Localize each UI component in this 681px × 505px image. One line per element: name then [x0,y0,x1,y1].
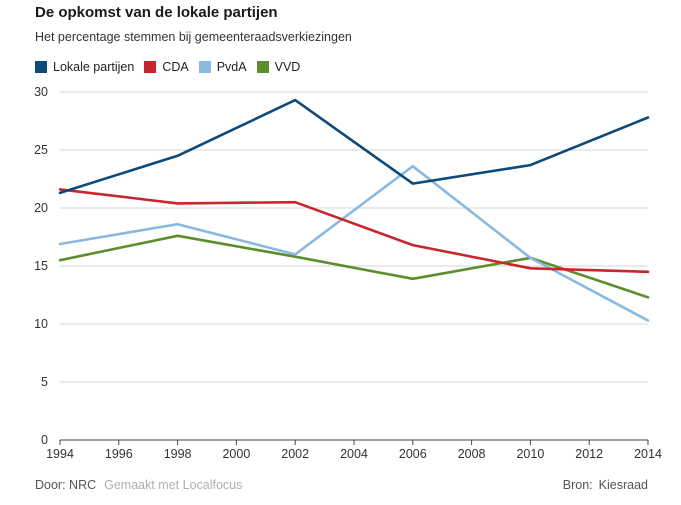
y-tick-label-5: 5 [41,375,48,389]
x-tick-label-2010: 2010 [516,447,544,461]
y-tick-label-25: 25 [34,143,48,157]
footer-by: Door: NRC [35,478,97,492]
legend-item-lokale[interactable]: Lokale partijen [35,60,134,74]
line-chart: 0 5 10 15 20 25 30 1994 1996 1998 2000 2002 2004 2006… [34,85,662,461]
chart-subtitle: Het percentage stemmen bij gemeenteraads… [35,30,352,44]
legend-swatch-cda [144,61,157,73]
x-tick-label-1998: 1998 [164,447,192,461]
series-line-cda [58,188,650,274]
legend-swatch-vvd [256,61,269,73]
legend-swatch-lokale [35,61,47,73]
x-tick-label-1996: 1996 [105,447,133,461]
series-line-pvda [58,164,650,322]
series-line-lokale-partijen [58,98,650,195]
legend-label-lokale: Lokale partijen [53,60,135,74]
legend-label-cda: CDA [162,60,189,74]
legend-label-pvda: PvdA [216,60,247,74]
x-tick-label-1994: 1994 [46,447,74,461]
legend-item-cda[interactable]: CDA [144,60,189,74]
footer-source: Bron: Kiesraad [563,478,648,492]
y-tick-label-10: 10 [34,317,48,331]
y-tick-label-20: 20 [34,201,48,215]
x-tick-label-2014: 2014 [634,447,662,461]
x-tick-label-2006: 2006 [399,447,427,461]
chart-title: De opkomst van de lokale partijen [35,4,278,21]
x-tick-label-2002: 2002 [281,447,309,461]
legend-swatch-pvda [198,61,211,73]
footer-made-with[interactable]: Gemaakt met Localfocus [104,478,243,492]
legend-item-vvd[interactable]: VVD [256,60,301,74]
x-tick-label-2000: 2000 [222,447,250,461]
footer-source-value: Kiesraad [598,478,648,492]
legend-item-pvda[interactable]: PvdA [198,60,247,74]
footer-source-label: Bron: [562,478,593,492]
legend-label-vvd: VVD [274,60,301,74]
chart-legend: Lokale partijen CDA PvdA VVD [35,60,310,74]
series-line-vvd [58,234,650,299]
footer-credit: Door: NRC Gemaakt met Localfocus [35,478,242,492]
y-tick-label-15: 15 [34,259,48,273]
y-tick-label-0: 0 [41,433,48,447]
y-tick-label-30: 30 [34,85,48,99]
x-tick-label-2004: 2004 [340,447,368,461]
x-tick-label-2008: 2008 [458,447,486,461]
x-tick-label-2012: 2012 [575,447,603,461]
